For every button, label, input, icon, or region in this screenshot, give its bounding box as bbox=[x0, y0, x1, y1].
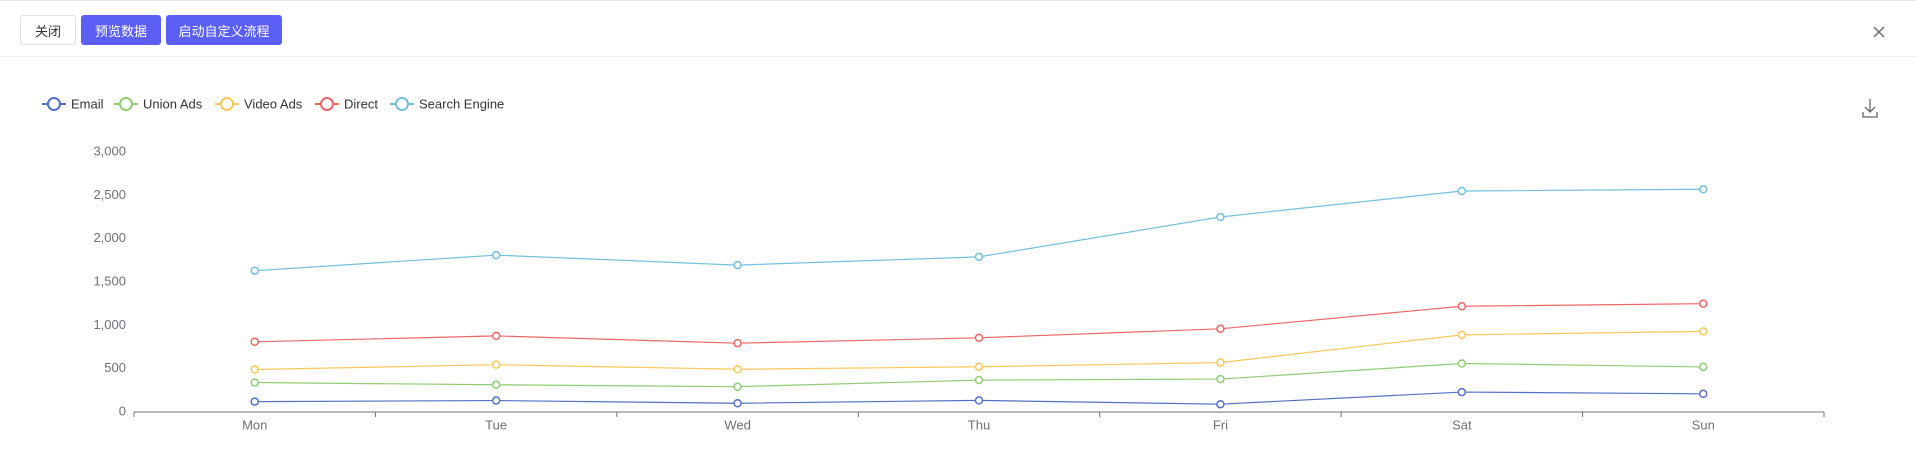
data-point bbox=[974, 375, 984, 385]
legend-marker bbox=[320, 97, 334, 111]
data-point bbox=[250, 337, 259, 347]
data-point bbox=[1457, 387, 1467, 397]
top-border bbox=[0, 0, 1917, 1]
close-button[interactable]: 关闭 bbox=[20, 15, 76, 45]
data-point bbox=[491, 250, 501, 260]
y-tick-label: 2,500 bbox=[93, 187, 126, 202]
data-point bbox=[1457, 330, 1467, 340]
data-point bbox=[1699, 185, 1708, 194]
data-point bbox=[1216, 399, 1225, 409]
data-point bbox=[733, 338, 742, 348]
data-point bbox=[1216, 324, 1225, 334]
data-point bbox=[1457, 302, 1467, 311]
data-point bbox=[1699, 327, 1708, 336]
y-tick-label: 2,000 bbox=[93, 230, 126, 245]
data-point bbox=[733, 398, 742, 408]
data-point bbox=[974, 362, 984, 372]
data-point bbox=[1216, 374, 1225, 384]
data-point bbox=[491, 331, 501, 341]
y-tick-label: 1,500 bbox=[93, 273, 126, 288]
x-tick-label: Tue bbox=[485, 417, 507, 432]
data-point bbox=[733, 260, 742, 270]
data-point bbox=[1699, 362, 1708, 372]
y-tick-label: 3,000 bbox=[93, 143, 126, 158]
data-point bbox=[491, 360, 501, 369]
data-point bbox=[974, 396, 984, 405]
data-point bbox=[733, 365, 742, 374]
start-flow-button[interactable]: 启动自定义流程 bbox=[166, 15, 282, 45]
legend-label: Email bbox=[71, 96, 104, 111]
data-point bbox=[1457, 186, 1467, 196]
x-tick-label: Thu bbox=[968, 417, 990, 432]
y-tick-label: 1,000 bbox=[93, 317, 126, 332]
legend-marker bbox=[47, 97, 61, 111]
x-tick-label: Wed bbox=[724, 417, 751, 432]
legend-marker bbox=[395, 97, 409, 111]
y-tick-label: 0 bbox=[119, 403, 126, 418]
data-point bbox=[1216, 212, 1225, 222]
data-point bbox=[1457, 359, 1467, 368]
legend-label: Union Ads bbox=[143, 96, 203, 111]
download-icon[interactable] bbox=[1862, 99, 1878, 118]
data-point bbox=[974, 252, 984, 262]
data-point bbox=[491, 396, 501, 405]
data-point bbox=[250, 378, 259, 387]
data-point bbox=[250, 365, 259, 374]
legend-marker bbox=[220, 97, 234, 111]
legend-label: Video Ads bbox=[244, 96, 303, 111]
data-point bbox=[250, 397, 259, 406]
x-tick-label: Sun bbox=[1692, 417, 1715, 432]
close-icon[interactable] bbox=[1871, 24, 1887, 40]
x-tick-label: Mon bbox=[242, 417, 267, 432]
x-tick-label: Sat bbox=[1452, 417, 1472, 432]
y-tick-label: 500 bbox=[104, 360, 126, 375]
header-divider bbox=[0, 56, 1917, 57]
data-point bbox=[1216, 358, 1225, 367]
data-point bbox=[250, 266, 259, 275]
legend-label: Search Engine bbox=[419, 96, 504, 111]
legend-label: Direct bbox=[344, 96, 378, 111]
data-point bbox=[974, 333, 984, 343]
data-point bbox=[1699, 389, 1708, 399]
preview-button[interactable]: 预览数据 bbox=[81, 15, 161, 45]
legend-marker bbox=[119, 97, 133, 111]
data-point bbox=[491, 380, 501, 390]
x-tick-label: Fri bbox=[1213, 417, 1228, 432]
data-point bbox=[733, 382, 742, 391]
data-point bbox=[1699, 299, 1708, 308]
